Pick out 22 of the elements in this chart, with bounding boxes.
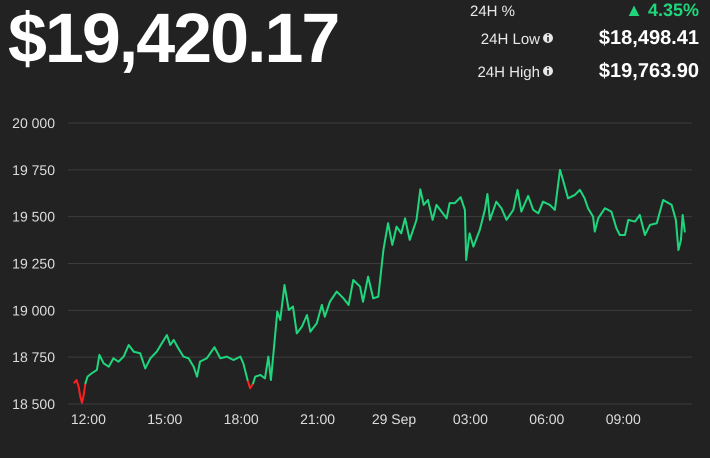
x-tick-label: 15:00 <box>147 411 183 427</box>
x-tick-label: 29 Sep <box>372 411 416 427</box>
x-tick-label: 06:00 <box>529 411 565 427</box>
y-tick-label: 18 750 <box>12 349 56 366</box>
chart-title: $19,420.17 <box>8 0 338 77</box>
text: 24H Low <box>480 31 540 48</box>
y-tick-label: 18 500 <box>12 396 56 412</box>
x-tick-label: 12:00 <box>70 411 106 427</box>
x-tick-label: 18:00 <box>224 411 259 427</box>
y-tick-label: 19 250 <box>12 256 56 272</box>
text: $19,763.90 <box>598 60 699 82</box>
text: 24H % <box>470 3 516 20</box>
x-tick-label: 03:00 <box>452 411 488 427</box>
text: ▲ 4.35% <box>625 0 699 20</box>
y-tick-label: 19 750 <box>12 162 56 178</box>
x-tick-label: 21:00 <box>300 411 336 427</box>
y-tick-label: 19 500 <box>12 208 56 225</box>
text: $18,498.41 <box>598 27 699 49</box>
y-tick-label: 20 000 <box>12 115 56 131</box>
text: 24H High <box>477 64 540 81</box>
x-tick-label: 09:00 <box>606 411 641 427</box>
y-tick-label: 19 000 <box>12 302 56 318</box>
